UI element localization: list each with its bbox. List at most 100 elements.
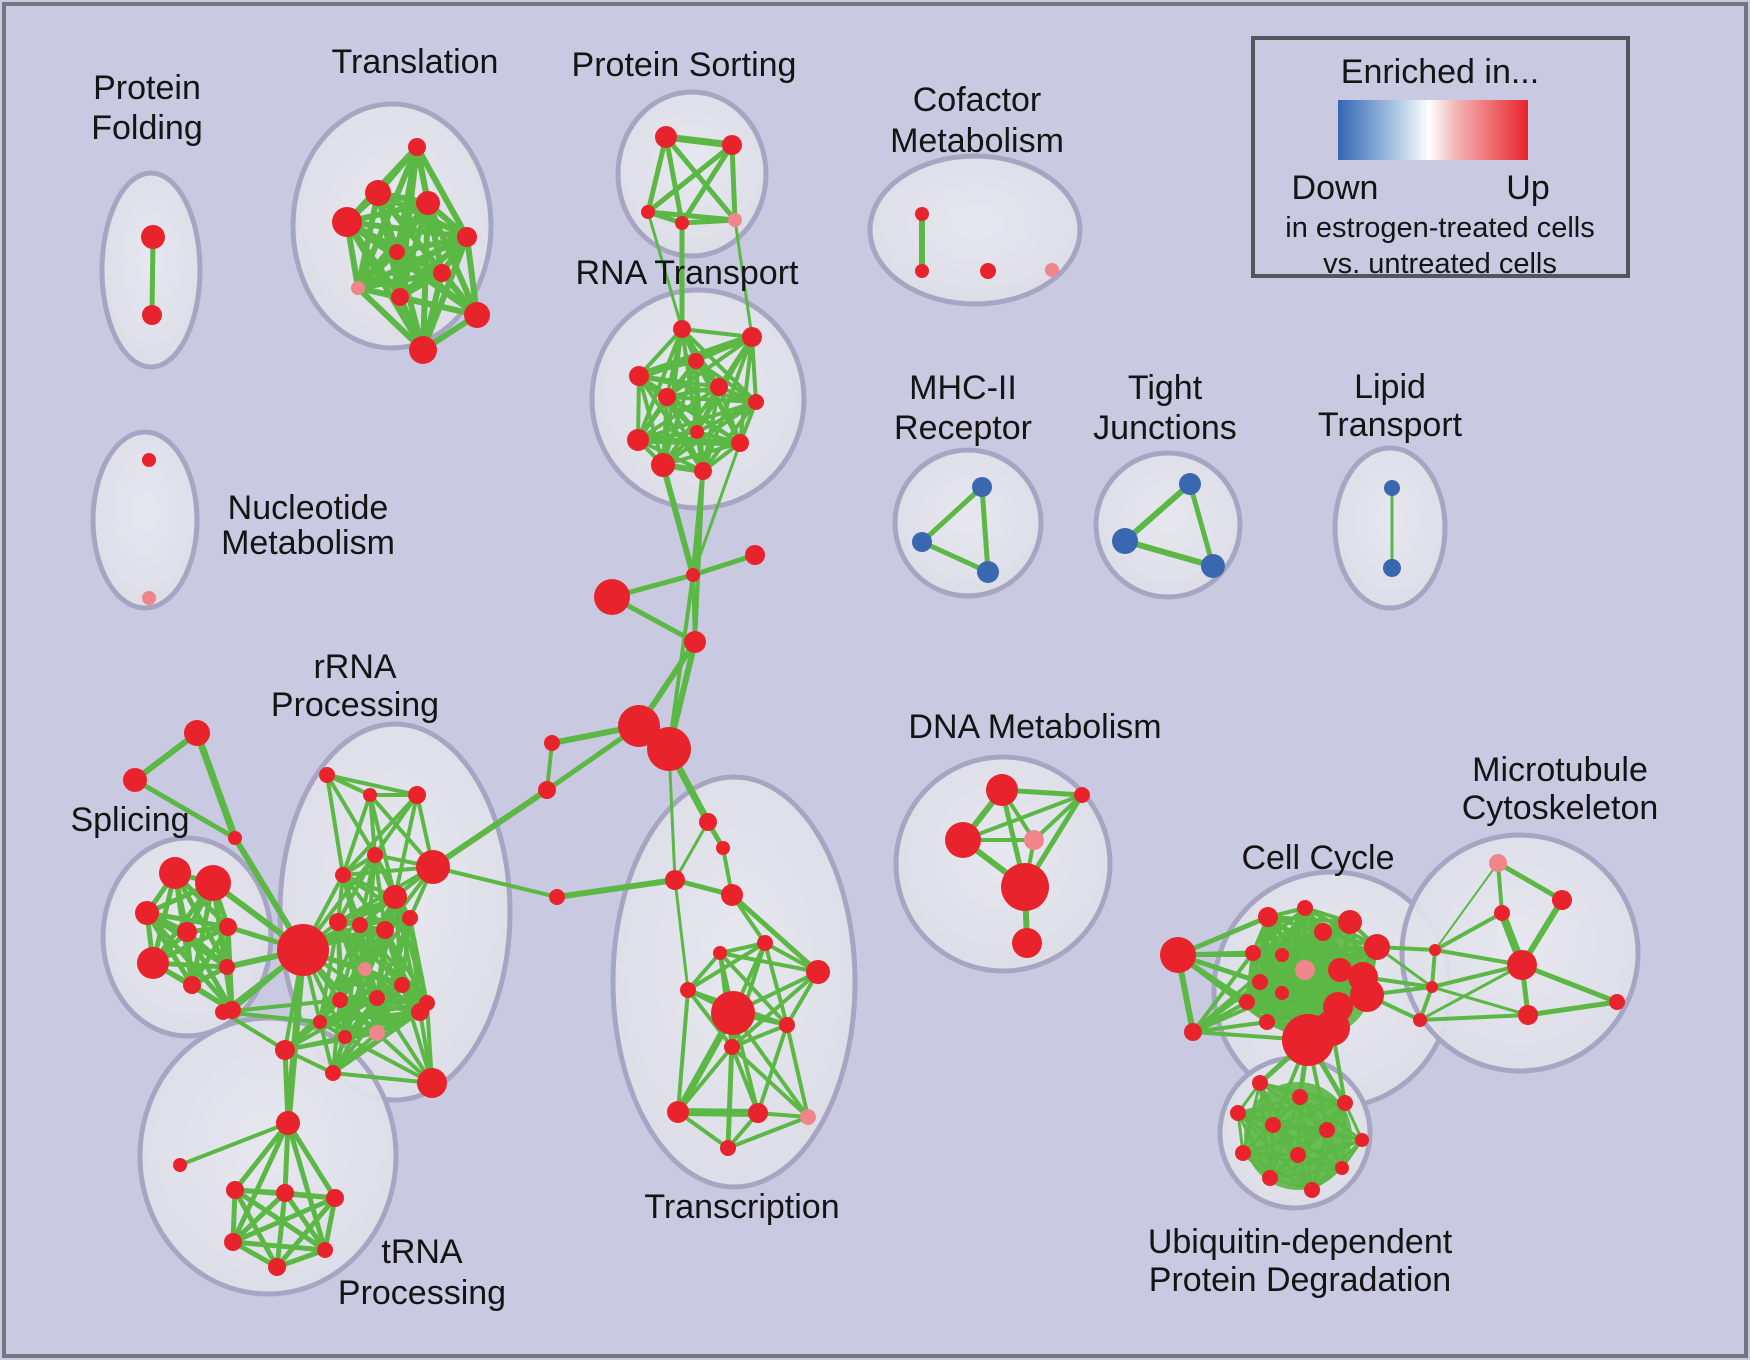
- edge: [393, 794, 419, 898]
- gene-set-node: [1252, 1075, 1268, 1091]
- gene-set-node: [1245, 945, 1261, 961]
- gene-set-node: [319, 767, 335, 783]
- edge: [274, 1192, 288, 1268]
- gene-set-node: [1552, 890, 1572, 910]
- edge: [1236, 1111, 1314, 1192]
- gene-set-node: [1045, 263, 1059, 277]
- legend-up-label: Up: [1506, 169, 1549, 207]
- gene-set-node: [411, 1003, 429, 1021]
- gene-set-node: [655, 126, 677, 148]
- gene-set-node: [183, 976, 201, 994]
- edge: [693, 470, 705, 643]
- gene-set-node: [1292, 1089, 1308, 1105]
- gene-set-node: [549, 889, 565, 905]
- gene-set-node: [1319, 1122, 1335, 1138]
- cluster-label-cell-cycle: Cell Cycle: [1241, 839, 1394, 877]
- edge: [1124, 538, 1214, 569]
- edge: [1251, 906, 1307, 955]
- gene-set-node: [800, 1109, 816, 1125]
- cluster-label-translation: Translation: [332, 43, 499, 81]
- gene-set-node: [711, 991, 755, 1035]
- gene-set-node: [142, 305, 162, 325]
- cluster-cofactor-metabolism: [867, 153, 1083, 307]
- gene-set-node: [1275, 948, 1289, 962]
- gene-set-node: [1335, 1161, 1349, 1175]
- edge: [637, 400, 757, 442]
- edge: [341, 793, 419, 877]
- gene-set-node: [159, 857, 191, 889]
- edge: [232, 1188, 280, 1269]
- gene-set-node: [173, 1158, 187, 1172]
- edge: [319, 1010, 421, 1024]
- edge: [730, 1045, 810, 1119]
- gene-set-node: [394, 977, 410, 993]
- edge: [341, 794, 372, 876]
- gene-set-node: [1518, 1005, 1538, 1025]
- edge: [1123, 481, 1192, 544]
- edge: [355, 285, 426, 353]
- gene-set-node: [684, 631, 706, 653]
- edge: [785, 1024, 810, 1118]
- gene-set-node: [724, 1039, 740, 1055]
- edge: [730, 1046, 760, 1114]
- gene-set-node: [352, 917, 368, 933]
- nodes: [123, 126, 1625, 1276]
- gene-set-node: [369, 990, 385, 1006]
- cluster-label-tight-junctions: Junctions: [1093, 409, 1237, 447]
- edge: [686, 988, 734, 1049]
- gene-set-node: [757, 935, 773, 951]
- gene-set-node: [986, 774, 1018, 806]
- edge: [431, 787, 549, 870]
- edge: [325, 774, 345, 876]
- gene-set-node: [338, 1030, 352, 1044]
- edge: [979, 486, 991, 573]
- edge: [733, 219, 754, 338]
- gene-set-node: [317, 1242, 333, 1258]
- edge: [400, 984, 434, 1084]
- edge: [920, 485, 984, 544]
- edge: [730, 893, 820, 974]
- gene-set-node: [389, 244, 405, 260]
- gene-set-node: [629, 366, 649, 386]
- gene-set-node: [618, 705, 660, 747]
- gene-set-node: [912, 532, 932, 552]
- edge: [1527, 999, 1618, 1018]
- gene-set-node: [329, 913, 347, 931]
- edge: [636, 385, 721, 442]
- gene-set-node: [1112, 528, 1138, 554]
- gene-set-node: [667, 1101, 689, 1123]
- edge: [680, 327, 758, 404]
- gene-set-node: [1383, 559, 1401, 577]
- gene-set-node: [721, 884, 743, 906]
- cluster-label-splicing: Splicing: [70, 801, 189, 839]
- edge: [637, 438, 704, 473]
- gene-set-node: [1024, 830, 1044, 850]
- edge: [432, 865, 558, 899]
- gene-set-node: [416, 191, 440, 215]
- gene-set-node: [1275, 986, 1289, 1000]
- edge: [637, 436, 741, 447]
- edge: [357, 270, 443, 291]
- gene-set-node: [686, 568, 700, 582]
- gene-set-node: [219, 918, 237, 936]
- gene-set-node: [1429, 944, 1441, 956]
- edge: [1032, 793, 1084, 842]
- cluster-label-ubiquitin-degradation: Ubiquitin-dependent: [1148, 1223, 1453, 1261]
- edge: [319, 983, 403, 1024]
- edge: [318, 1021, 335, 1074]
- edge: [646, 143, 734, 214]
- gene-set-node: [177, 922, 197, 942]
- cluster-lipid-transport: [1332, 445, 1448, 611]
- gene-set-node: [142, 453, 156, 467]
- cluster-label-cofactor-metabolism: Metabolism: [890, 122, 1064, 160]
- edge: [1191, 951, 1255, 1034]
- gene-set-node: [141, 225, 165, 249]
- edge: [719, 951, 819, 974]
- gene-set-node: [215, 1004, 231, 1020]
- edge: [275, 1196, 337, 1269]
- edge: [665, 133, 733, 149]
- edge: [962, 793, 1083, 842]
- gene-set-node: [806, 960, 830, 984]
- gene-set-node: [945, 822, 981, 858]
